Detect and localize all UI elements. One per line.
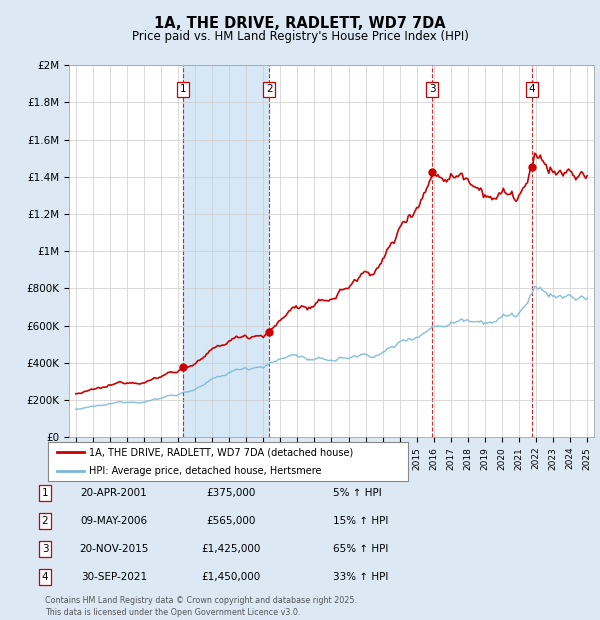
- Text: 4: 4: [41, 572, 49, 582]
- Text: £375,000: £375,000: [206, 488, 256, 498]
- Text: £565,000: £565,000: [206, 516, 256, 526]
- Text: 2: 2: [41, 516, 49, 526]
- Bar: [183, 65, 269, 437]
- Text: 1: 1: [180, 84, 187, 94]
- Text: 20-NOV-2015: 20-NOV-2015: [79, 544, 149, 554]
- Text: Contains HM Land Registry data © Crown copyright and database right 2025.
This d: Contains HM Land Registry data © Crown c…: [45, 596, 357, 617]
- Text: 09-MAY-2006: 09-MAY-2006: [80, 516, 148, 526]
- Text: 3: 3: [428, 84, 436, 94]
- Text: 2: 2: [266, 84, 272, 94]
- Text: 1: 1: [41, 488, 49, 498]
- Text: 15% ↑ HPI: 15% ↑ HPI: [333, 516, 388, 526]
- Text: 1A, THE DRIVE, RADLETT, WD7 7DA (detached house): 1A, THE DRIVE, RADLETT, WD7 7DA (detache…: [89, 447, 353, 457]
- Text: 5% ↑ HPI: 5% ↑ HPI: [333, 488, 382, 498]
- Text: 4: 4: [529, 84, 535, 94]
- Text: Price paid vs. HM Land Registry's House Price Index (HPI): Price paid vs. HM Land Registry's House …: [131, 30, 469, 43]
- Text: 20-APR-2001: 20-APR-2001: [80, 488, 148, 498]
- Text: 33% ↑ HPI: 33% ↑ HPI: [333, 572, 388, 582]
- Text: £1,450,000: £1,450,000: [202, 572, 260, 582]
- Text: 1A, THE DRIVE, RADLETT, WD7 7DA: 1A, THE DRIVE, RADLETT, WD7 7DA: [154, 16, 446, 30]
- Text: 65% ↑ HPI: 65% ↑ HPI: [333, 544, 388, 554]
- Text: HPI: Average price, detached house, Hertsmere: HPI: Average price, detached house, Hert…: [89, 466, 322, 476]
- Text: 30-SEP-2021: 30-SEP-2021: [81, 572, 147, 582]
- Text: £1,425,000: £1,425,000: [202, 544, 260, 554]
- Text: 3: 3: [41, 544, 49, 554]
